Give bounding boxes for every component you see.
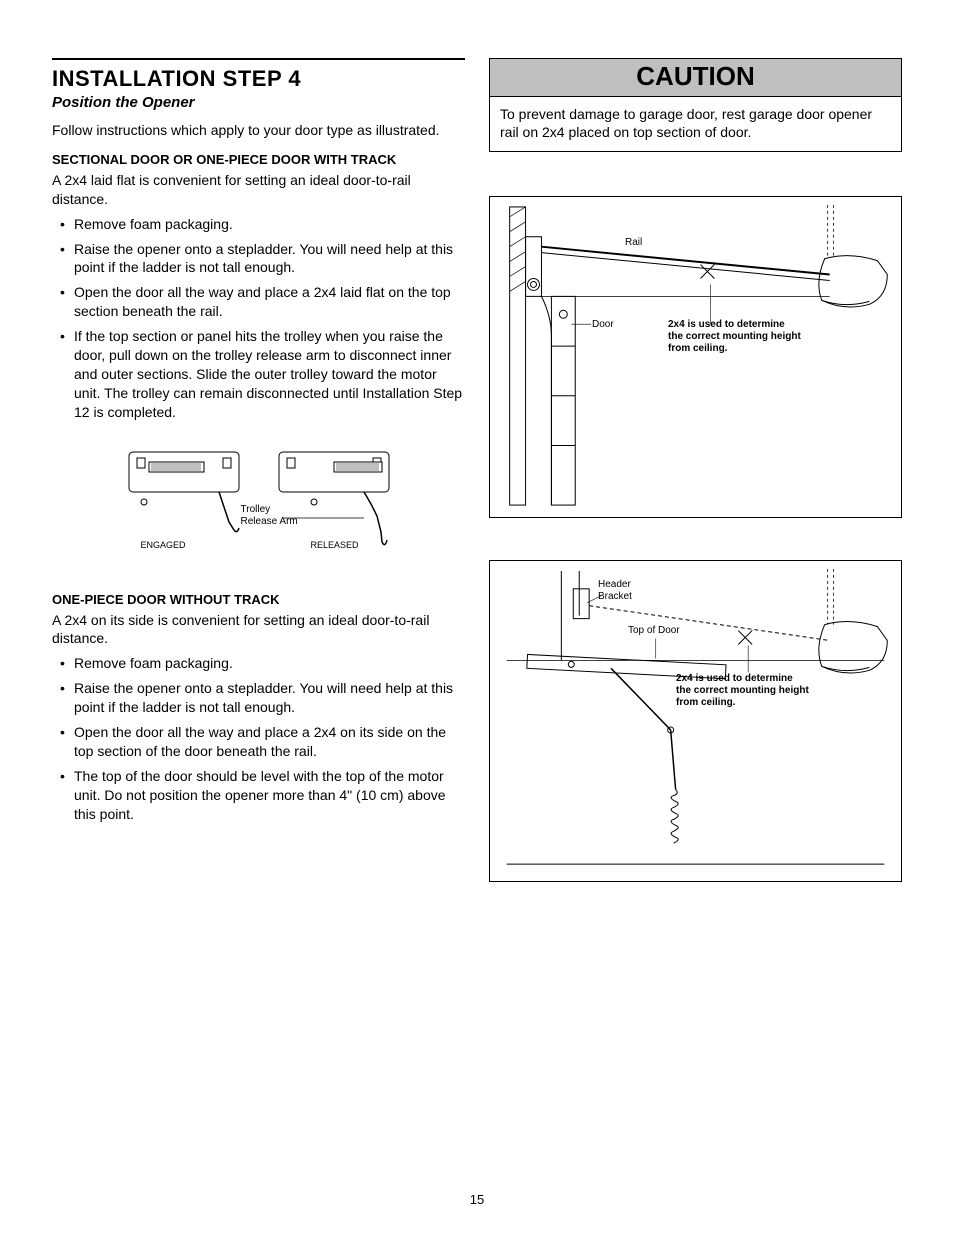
- trolley-diagram: Trolley Release Arm ENGAGED RELEASED: [109, 442, 409, 562]
- list-item: Open the door all the way and place a 2x…: [52, 283, 465, 321]
- section2-intro: A 2x4 on its side is convenient for sett…: [52, 611, 465, 649]
- d2-note-3: from ceiling.: [676, 697, 735, 709]
- step-title: INSTALLATION STEP 4: [52, 66, 465, 92]
- rail-label: Rail: [625, 237, 642, 249]
- top-rule: [52, 58, 465, 60]
- diagram-sectional-door: Rail Door 2x4 is used to determine the c…: [489, 196, 902, 518]
- d1-note-1: 2x4 is used to determine: [668, 319, 785, 331]
- caution-box: CAUTION To prevent damage to garage door…: [489, 58, 902, 152]
- trolley-label-1: Trolley: [241, 504, 271, 516]
- d2-note-2: the correct mounting height: [676, 685, 809, 697]
- list-item: If the top section or panel hits the tro…: [52, 327, 465, 421]
- d1-note-3: from ceiling.: [668, 343, 727, 355]
- list-item: The top of the door should be level with…: [52, 767, 465, 824]
- trolley-label-2: Release Arm: [241, 516, 298, 528]
- intro-text: Follow instructions which apply to your …: [52, 121, 465, 140]
- section2-bullets: Remove foam packaging. Raise the opener …: [52, 654, 465, 823]
- section1-heading: SECTIONAL DOOR OR ONE-PIECE DOOR WITH TR…: [52, 152, 465, 167]
- released-label: RELEASED: [311, 540, 359, 551]
- engaged-label: ENGAGED: [141, 540, 186, 551]
- caution-title: CAUTION: [490, 59, 901, 97]
- list-item: Raise the opener onto a stepladder. You …: [52, 679, 465, 717]
- header-bracket-label-1: Header: [598, 579, 631, 591]
- page-number: 15: [0, 1192, 954, 1207]
- diagram-one-piece-door: Header Bracket Top of Door 2x4 is used t…: [489, 560, 902, 882]
- d1-note-2: the correct mounting height: [668, 331, 801, 343]
- subtitle: Position the Opener: [52, 94, 465, 111]
- list-item: Remove foam packaging.: [52, 215, 465, 234]
- caution-body: To prevent damage to garage door, rest g…: [490, 97, 901, 151]
- d2-note-1: 2x4 is used to determine: [676, 673, 793, 685]
- list-item: Raise the opener onto a stepladder. You …: [52, 240, 465, 278]
- section1-intro: A 2x4 laid flat is convenient for settin…: [52, 171, 465, 209]
- section1-bullets: Remove foam packaging. Raise the opener …: [52, 215, 465, 422]
- section2-heading: ONE-PIECE DOOR WITHOUT TRACK: [52, 592, 465, 607]
- door-label: Door: [592, 319, 614, 331]
- list-item: Open the door all the way and place a 2x…: [52, 723, 465, 761]
- top-of-door-label: Top of Door: [628, 625, 680, 637]
- list-item: Remove foam packaging.: [52, 654, 465, 673]
- header-bracket-label-2: Bracket: [598, 591, 632, 603]
